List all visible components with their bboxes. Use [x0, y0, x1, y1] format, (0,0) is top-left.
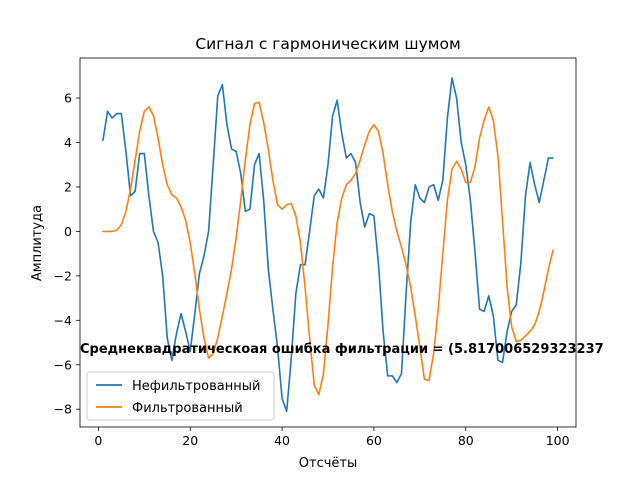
y-tick-label: 0 — [64, 224, 72, 239]
plot-frame — [79, 57, 577, 428]
y-tick-label: −2 — [54, 268, 72, 283]
y-tick-label: −6 — [54, 357, 72, 372]
x-tick-label: 20 — [182, 433, 198, 448]
y-tick-label: −4 — [54, 313, 72, 328]
series-line-unfiltered — [102, 77, 554, 413]
x-tick-label: 0 — [94, 433, 102, 448]
x-axis-label: Отсчёты — [299, 456, 357, 471]
rmse-annotation: Среднеквадратическоая ошибка фильтрации … — [80, 342, 604, 357]
chart-title: Сигнал с гармоническим шумом — [195, 35, 460, 53]
series-line-filtered — [102, 101, 554, 396]
legend: Нефильтрованный Фильтрованный — [86, 371, 275, 421]
y-tick-label: −8 — [54, 402, 72, 417]
series-layer — [102, 77, 554, 413]
x-tick-label: 100 — [546, 433, 570, 448]
y-tick-label: 6 — [64, 91, 72, 106]
y-tick-label: 2 — [64, 179, 72, 194]
x-axis: 0 20 40 60 80 100 — [94, 427, 570, 448]
legend-label-unfiltered: Нефильтрованный — [132, 379, 260, 394]
plot-area — [79, 57, 577, 428]
legend-label-filtered: Фильтрованный — [132, 401, 243, 416]
y-axis: −8 −6 −4 −2 0 2 4 6 — [54, 91, 80, 417]
y-tick-label: 4 — [64, 135, 72, 150]
x-tick-label: 60 — [366, 433, 382, 448]
x-tick-label: 40 — [274, 433, 290, 448]
legend-box — [86, 371, 275, 421]
x-tick-label: 80 — [458, 433, 474, 448]
y-axis-label: Амплитуда — [30, 205, 45, 281]
